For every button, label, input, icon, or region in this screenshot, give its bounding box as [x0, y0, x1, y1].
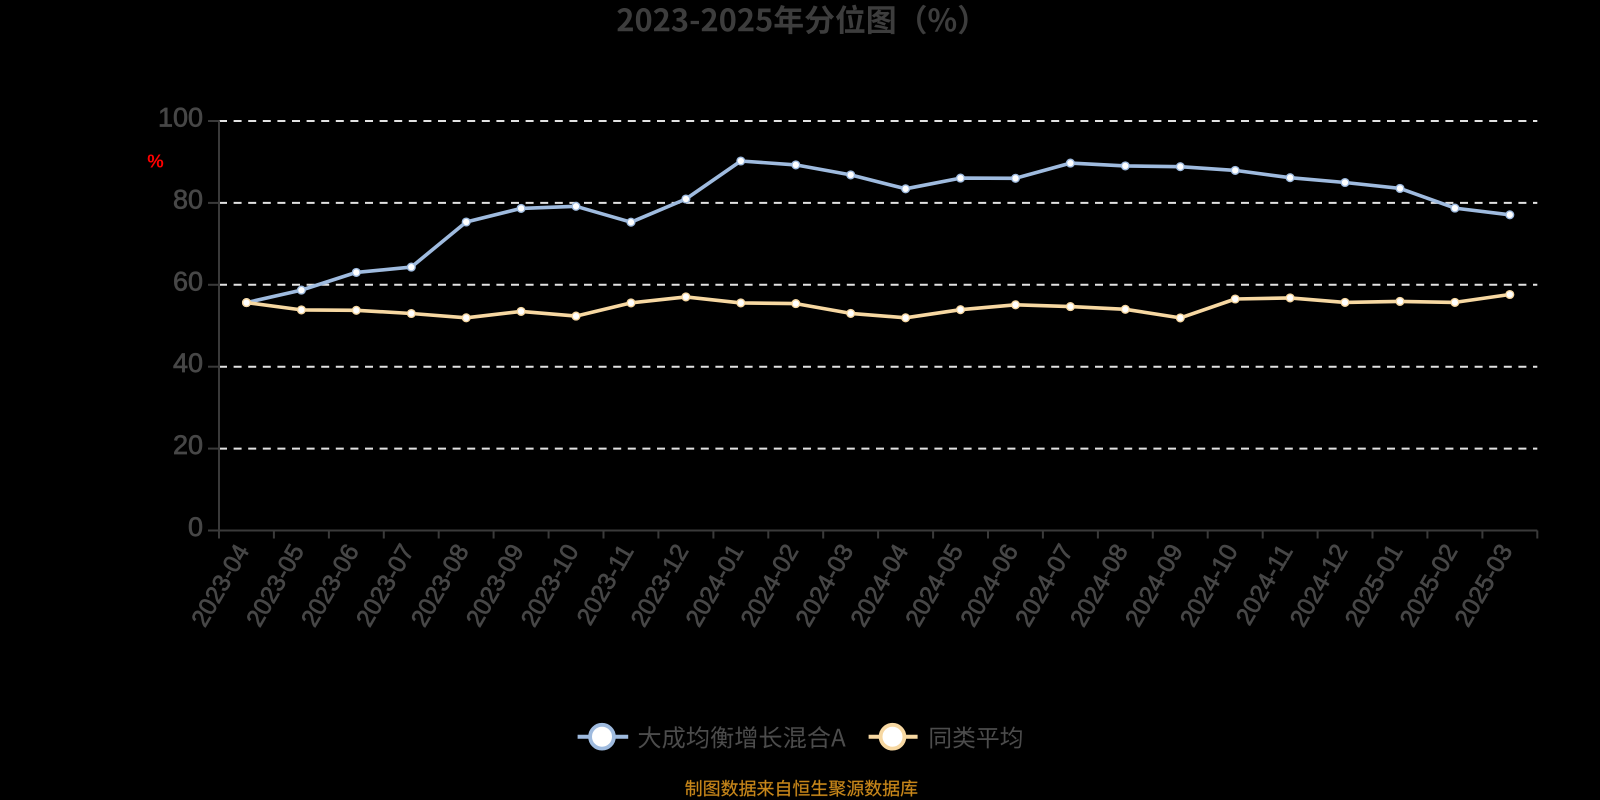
svg-text:40: 40 [173, 348, 203, 378]
svg-text:60: 60 [173, 266, 203, 296]
svg-text:%: % [147, 150, 163, 171]
svg-text:0: 0 [188, 512, 203, 542]
svg-text:80: 80 [173, 184, 203, 214]
svg-text:20: 20 [173, 430, 203, 460]
svg-text:100: 100 [158, 103, 203, 133]
